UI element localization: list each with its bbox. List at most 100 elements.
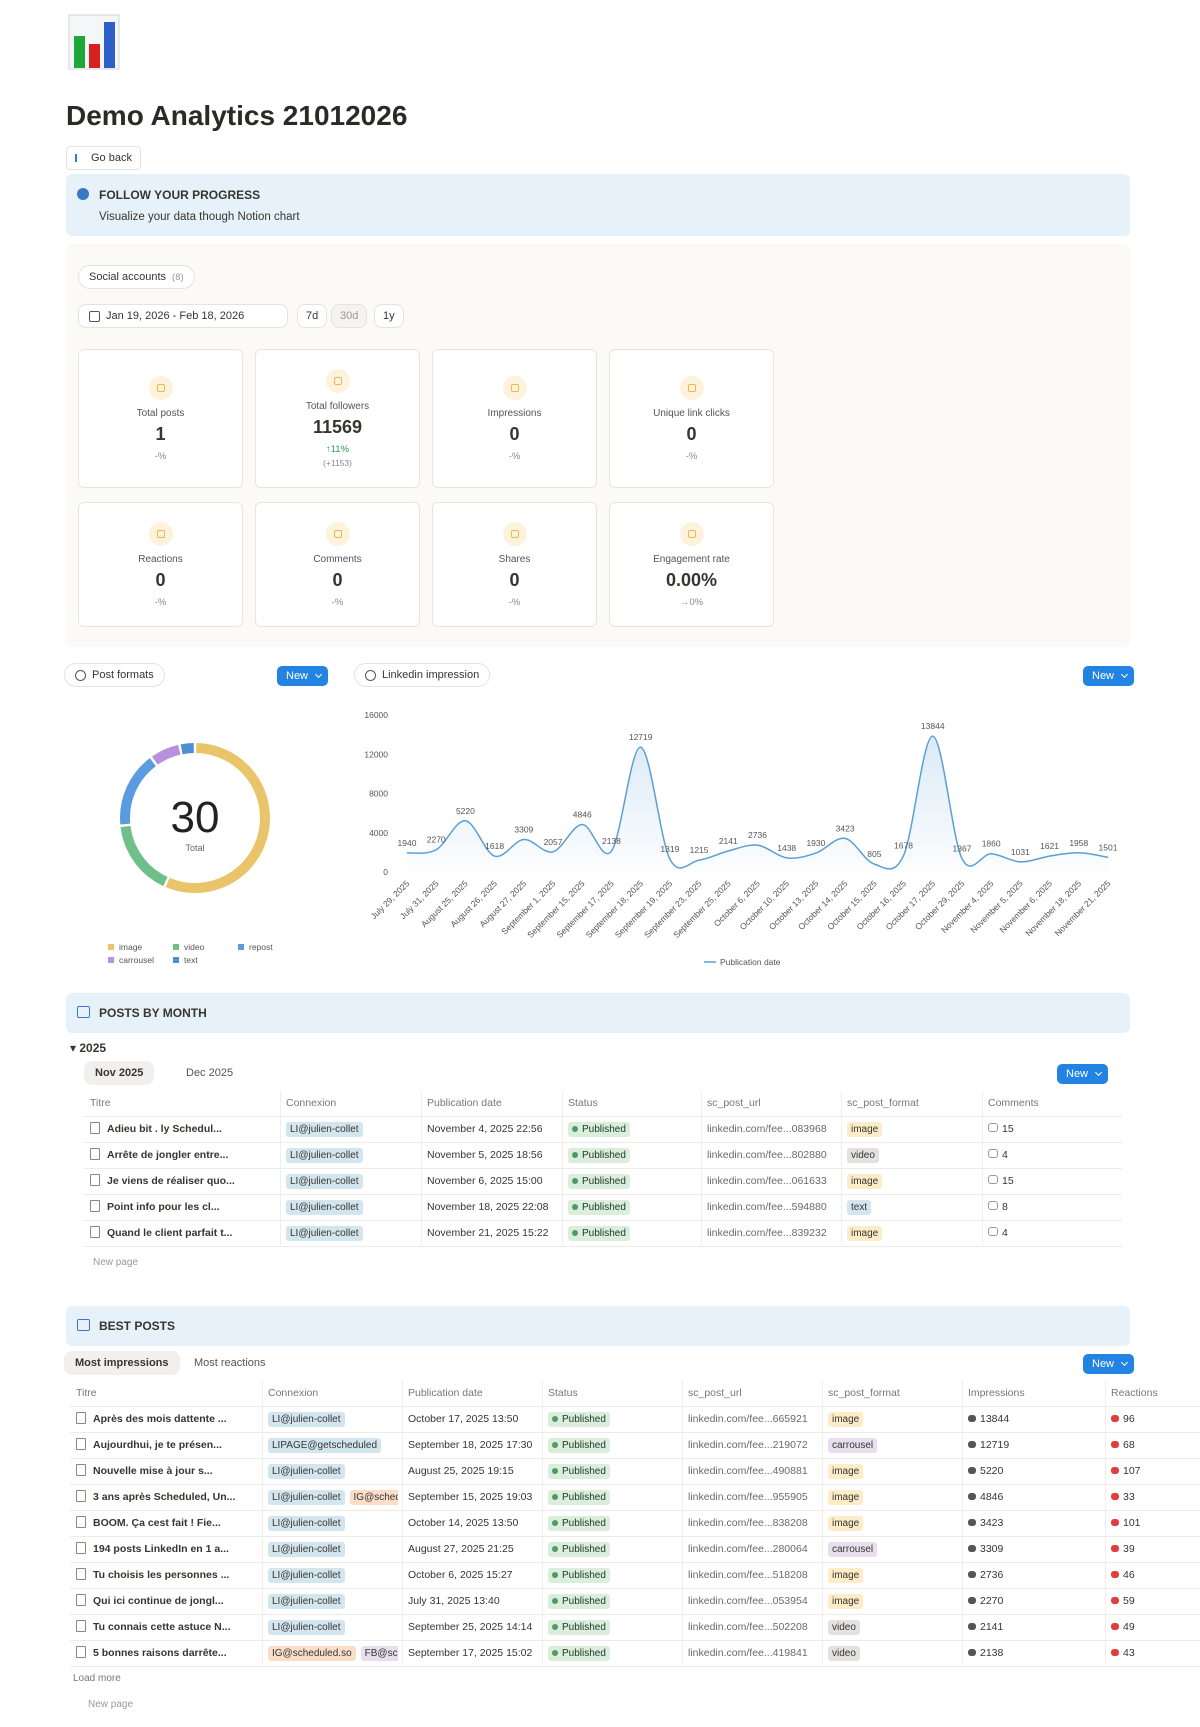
new-button[interactable]: New <box>1083 666 1135 686</box>
row-divider <box>84 1246 1122 1247</box>
post-url: linkedin.com/fee...518208 <box>688 1569 808 1581</box>
column-header[interactable]: sc_post_url <box>707 1097 761 1109</box>
column-header[interactable]: Publication date <box>427 1097 502 1109</box>
cell-format: image <box>828 1411 958 1427</box>
cell-format: image <box>847 1121 978 1137</box>
cell-title[interactable]: Point info pour les cl... <box>90 1199 276 1215</box>
column-header[interactable]: sc_post_url <box>688 1387 742 1399</box>
column-header[interactable]: Connexion <box>286 1097 337 1109</box>
publication-date: November 6, 2025 15:00 <box>427 1175 543 1187</box>
data-label: 1367 <box>952 844 971 854</box>
status-tag: Published <box>568 1148 630 1163</box>
line-area <box>407 736 1108 872</box>
group-toggle[interactable]: ▾ 2025 <box>70 1041 107 1055</box>
cell-title[interactable]: Quand le client parfait t... <box>90 1225 276 1241</box>
stat-value: 11569 <box>312 417 363 437</box>
stat-change: -% <box>154 450 167 462</box>
status-label: Published <box>582 1124 626 1135</box>
cell-title[interactable]: BOOM. Ça cest fait ! Fie... <box>76 1515 258 1531</box>
format-tag: video <box>828 1620 860 1635</box>
go-back-button[interactable]: Go back <box>66 146 141 170</box>
new-page[interactable]: New page <box>93 1257 139 1268</box>
cell-date: November 4, 2025 22:56 <box>427 1121 558 1137</box>
format-tag: image <box>847 1122 883 1137</box>
column-divider <box>962 1381 963 1665</box>
stat-icon <box>679 375 704 400</box>
column-header[interactable]: Status <box>548 1387 578 1399</box>
reactions-icon <box>1111 1519 1119 1526</box>
post-title: Adieu bit . ly Schedul... <box>107 1123 222 1135</box>
column-header[interactable]: Impressions <box>968 1387 1025 1399</box>
chart-icon <box>365 669 376 681</box>
cell-url: linkedin.com/fee...518208 <box>688 1567 818 1583</box>
load-more[interactable]: Load more <box>73 1673 121 1684</box>
column-header[interactable]: sc_post_format <box>828 1387 900 1399</box>
cell-title[interactable]: Nouvelle mise à jour s... <box>76 1463 258 1479</box>
row-divider <box>84 1116 1122 1117</box>
linkedin-impression-tab[interactable]: Linkedin impression <box>354 663 491 687</box>
new-button[interactable]: New <box>1057 1064 1109 1084</box>
date-range-label: Jan 19, 2026 - Feb 18, 2026 <box>106 310 245 322</box>
y-tick-label: 12000 <box>364 749 388 759</box>
cell-title[interactable]: Je viens de réaliser quo... <box>90 1173 276 1189</box>
cell-status: Published <box>548 1515 678 1531</box>
impressions-value: 13844 <box>980 1413 1010 1425</box>
cell-date: July 31, 2025 13:40 <box>408 1593 538 1609</box>
new-button[interactable]: New <box>277 666 329 686</box>
cell-url: linkedin.com/fee...839232 <box>707 1225 837 1241</box>
month-tab[interactable]: Nov 2025 <box>84 1061 155 1085</box>
period-button[interactable]: 1y <box>374 304 404 328</box>
column-header[interactable]: Connexion <box>268 1387 319 1399</box>
month-tab[interactable]: Dec 2025 <box>186 1067 234 1079</box>
stat-value: 0 <box>332 569 343 590</box>
period-button[interactable]: 7d <box>297 304 328 328</box>
column-header[interactable]: Comments <box>988 1097 1039 1109</box>
cell-title[interactable]: Tu connais cette astuce N... <box>76 1619 258 1635</box>
post-url: linkedin.com/fee...802880 <box>707 1149 827 1161</box>
cell-title[interactable]: Adieu bit . ly Schedul... <box>90 1121 276 1137</box>
stat-label: Shares <box>498 553 531 565</box>
new-button[interactable]: New <box>1083 1354 1135 1374</box>
status-dot <box>572 1230 578 1236</box>
impressions-value: 12719 <box>980 1439 1010 1451</box>
stat-value: 1 <box>155 423 166 444</box>
row-divider <box>70 1536 1200 1537</box>
account-tag: LI@julien-collet <box>286 1226 363 1241</box>
cell-title[interactable]: Qui ici continue de jongl... <box>76 1593 258 1609</box>
cell-title[interactable]: Tu choisis les personnes ... <box>76 1567 258 1583</box>
cell-title[interactable]: Aujourdhui, je te présen... <box>76 1437 258 1453</box>
cell-comments: 4 <box>988 1225 1112 1241</box>
column-header[interactable]: Publication date <box>408 1387 483 1399</box>
row-divider <box>70 1510 1200 1511</box>
date-range[interactable]: Jan 19, 2026 - Feb 18, 2026 <box>78 304 288 328</box>
column-header[interactable]: Reactions <box>1111 1387 1158 1399</box>
doc-icon <box>90 1200 100 1212</box>
cell-connexion: LI@julien-collet <box>268 1411 398 1427</box>
cell-title[interactable]: 194 posts LinkedIn en 1 a... <box>76 1541 258 1557</box>
format-tag: video <box>828 1646 860 1661</box>
cell-url: linkedin.com/fee...955905 <box>688 1489 818 1505</box>
new-page[interactable]: New page <box>88 1699 134 1710</box>
column-header[interactable]: Titre <box>90 1097 111 1109</box>
cell-title[interactable]: 3 ans après Scheduled, Un... <box>76 1489 258 1505</box>
cell-title[interactable]: 5 bonnes raisons darrête... <box>76 1645 258 1661</box>
best-tab[interactable]: Most impressions <box>64 1351 180 1375</box>
period-button[interactable]: 30d <box>331 304 368 328</box>
cell-title[interactable]: Après des mois dattente ... <box>76 1411 258 1427</box>
stat-change: -% <box>508 450 521 462</box>
column-header[interactable]: Titre <box>76 1387 97 1399</box>
post-url: linkedin.com/fee...061633 <box>707 1175 827 1187</box>
social-accounts-filter[interactable]: Social accounts (8) <box>78 265 195 289</box>
column-header[interactable]: Status <box>568 1097 598 1109</box>
status-tag: Published <box>548 1516 610 1531</box>
publication-date: October 6, 2025 15:27 <box>408 1569 513 1581</box>
row-divider <box>70 1588 1200 1589</box>
post-formats-tab[interactable]: Post formats <box>64 663 165 687</box>
stat-change: -% <box>685 450 698 462</box>
best-tab[interactable]: Most reactions <box>194 1357 266 1369</box>
status-tag: Published <box>548 1620 610 1635</box>
cell-reactions: 68 <box>1111 1437 1190 1453</box>
cell-title[interactable]: Arrête de jongler entre... <box>90 1147 276 1163</box>
column-header[interactable]: sc_post_format <box>847 1097 919 1109</box>
legend-label: text <box>184 955 198 965</box>
